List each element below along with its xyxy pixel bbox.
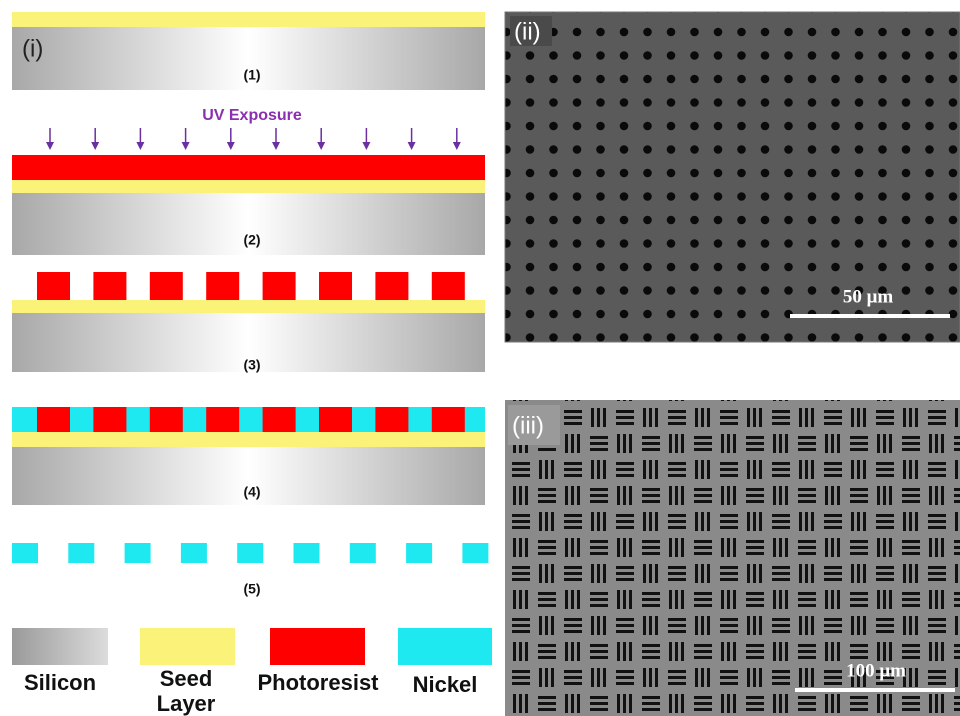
step-label: (3) bbox=[243, 357, 260, 373]
uv-arrow-head bbox=[46, 142, 54, 150]
nickel-block bbox=[181, 543, 207, 563]
legend-swatch bbox=[140, 628, 235, 665]
uv-arrow-head bbox=[136, 142, 144, 150]
photoresist-block bbox=[263, 407, 296, 432]
nickel-block bbox=[350, 543, 376, 563]
uv-arrow-head bbox=[362, 142, 370, 150]
legend-label: Seed bbox=[160, 666, 213, 691]
scale-label: 50 μm bbox=[843, 286, 894, 307]
legend-label: Layer bbox=[157, 691, 216, 716]
photoresist-block bbox=[93, 272, 126, 300]
nickel-block bbox=[237, 543, 263, 563]
seed-layer bbox=[12, 180, 485, 193]
photoresist-block bbox=[319, 272, 352, 300]
photoresist-block bbox=[206, 272, 239, 300]
figure: (i) (1) UV Exposure (2) (3) (4) (5) Sili… bbox=[0, 0, 960, 716]
step-label: (5) bbox=[243, 581, 260, 597]
nickel bbox=[12, 407, 485, 432]
seed-layer bbox=[12, 12, 485, 27]
legend-swatch bbox=[398, 628, 492, 665]
uv-arrow-head bbox=[182, 142, 190, 150]
legend-label: Photoresist bbox=[257, 670, 379, 695]
uv-arrow-head bbox=[453, 142, 461, 150]
legend-label: Silicon bbox=[24, 670, 96, 695]
photoresist-block bbox=[37, 407, 70, 432]
uv-label: UV Exposure bbox=[202, 107, 302, 124]
nickel-block bbox=[12, 543, 38, 563]
legend-swatch bbox=[12, 628, 108, 665]
nickel-block bbox=[294, 543, 320, 563]
photoresist-block bbox=[319, 407, 352, 432]
photoresist-pattern bbox=[37, 272, 465, 300]
photoresist-block bbox=[150, 272, 183, 300]
photoresist-block bbox=[263, 272, 296, 300]
scale-label: 100 μm bbox=[846, 660, 906, 681]
uv-arrow-head bbox=[408, 142, 416, 150]
uv-arrow-head bbox=[317, 142, 325, 150]
uv-arrow-head bbox=[272, 142, 280, 150]
photoresist-block bbox=[432, 407, 465, 432]
photoresist-block bbox=[93, 407, 126, 432]
step-label: (2) bbox=[243, 232, 260, 248]
nickel-block bbox=[68, 543, 94, 563]
photoresist-block bbox=[375, 272, 408, 300]
nickel-block bbox=[462, 543, 488, 563]
uv-arrows bbox=[46, 128, 461, 150]
photoresist bbox=[12, 155, 485, 180]
panel-label: (iii) bbox=[512, 412, 544, 439]
step-label: (4) bbox=[243, 484, 260, 500]
photoresist-block bbox=[37, 272, 70, 300]
uv-arrow-head bbox=[227, 142, 235, 150]
seed-layer bbox=[12, 300, 485, 313]
photoresist-block bbox=[432, 272, 465, 300]
step-label: (1) bbox=[243, 67, 260, 83]
panel-label: (i) bbox=[22, 35, 43, 62]
uv-arrow-head bbox=[91, 142, 99, 150]
seed-layer bbox=[12, 432, 485, 447]
nickel-block bbox=[125, 543, 151, 563]
nickel-block bbox=[406, 543, 432, 563]
photoresist-block bbox=[375, 407, 408, 432]
legend-swatch bbox=[270, 628, 365, 665]
legend-label: Nickel bbox=[413, 672, 478, 697]
nickel-pattern bbox=[12, 543, 488, 563]
photoresist-block bbox=[150, 407, 183, 432]
photoresist-block bbox=[206, 407, 239, 432]
panel-label: (ii) bbox=[514, 18, 541, 45]
